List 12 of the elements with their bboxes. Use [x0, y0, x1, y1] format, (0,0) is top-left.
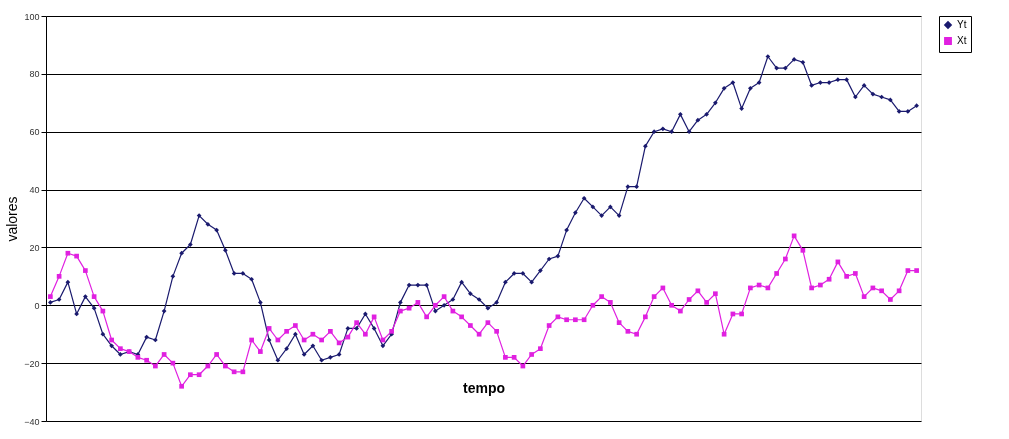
- legend-label: Yt: [957, 19, 967, 30]
- y-tick-label: 0: [34, 300, 40, 311]
- y-tick-label: −40: [24, 416, 40, 427]
- y-axis-title: valores: [4, 196, 21, 242]
- legend-label: Xt: [957, 35, 967, 46]
- y-tick-label: 80: [29, 69, 40, 80]
- y-tick-label: 60: [29, 127, 40, 138]
- y-tick-label: 100: [24, 11, 40, 22]
- y-tick-label: −20: [24, 358, 40, 369]
- x-axis-title: tempo: [463, 379, 505, 396]
- y-tick-label: 20: [29, 242, 40, 253]
- y-tick-label: 40: [29, 185, 40, 196]
